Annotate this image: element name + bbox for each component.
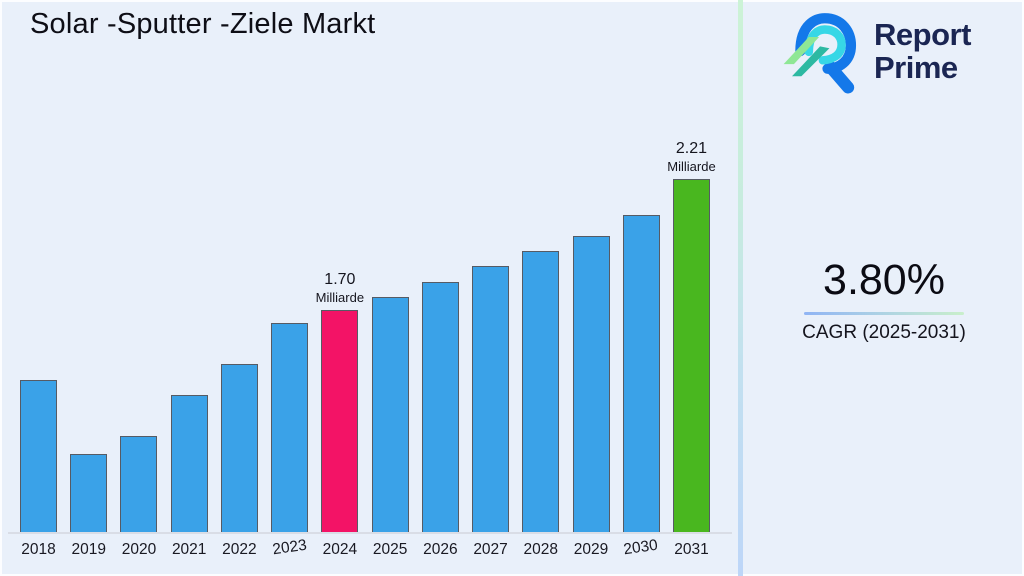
x-tick-label-2018: 2018 <box>21 541 56 558</box>
x-tick-label-2024: 2024 <box>322 541 358 558</box>
bar-2023 <box>271 323 309 534</box>
cagr-label: CAGR (2025-2031) <box>802 322 966 343</box>
x-tick-label-2022: 2022 <box>222 541 257 558</box>
bar-2021 <box>170 395 208 534</box>
report-prime-logo: Report Prime <box>778 8 971 94</box>
chart-title: Solar -Sputter -Ziele Markt <box>30 8 376 40</box>
cagr-value: 3.80% <box>823 256 945 304</box>
bar-2022 <box>220 364 258 534</box>
bar-2020 <box>120 436 158 534</box>
x-tick-label-2026: 2026 <box>423 541 458 558</box>
logo-text-report: Report <box>874 17 971 52</box>
bar-2029 <box>572 236 610 534</box>
annotation-unit: Milliarde <box>667 159 716 174</box>
panel-divider <box>738 0 743 576</box>
cagr-underline <box>804 312 964 315</box>
x-tick-label-2027: 2027 <box>473 541 508 558</box>
annotation-value: 1.70 <box>324 271 356 288</box>
x-tick-label-2031: 2031 <box>674 541 709 558</box>
bar-2030 <box>622 215 660 534</box>
bar-2019 <box>70 454 108 534</box>
x-tick-label-2025: 2025 <box>372 541 408 558</box>
bar-2018 <box>20 380 57 534</box>
x-tick-label-2020: 2020 <box>121 541 157 558</box>
cagr-panel: 3.80% CAGR (2025-2031) <box>794 256 974 344</box>
annotation-unit: Milliarde <box>315 290 365 305</box>
x-tick-label-2028: 2028 <box>523 541 559 558</box>
bar-2024 <box>321 310 359 534</box>
bar-value-annotation-2024: 1.70 Milliarde <box>298 271 382 305</box>
logo-wordmark: Report Prime <box>874 18 971 84</box>
x-axis-line <box>8 532 732 534</box>
x-tick-label-2029: 2029 <box>573 541 609 558</box>
bar-2031 <box>672 179 710 534</box>
bar-2026 <box>421 282 459 534</box>
bar-2027 <box>472 266 510 534</box>
bar-2028 <box>522 251 560 534</box>
logo-text-prime: Prime <box>874 50 958 85</box>
bar-value-annotation-2031: 2.21 Milliarde <box>649 140 733 174</box>
report-prime-logo-icon <box>783 13 857 94</box>
x-tick-label-2019: 2019 <box>71 541 106 558</box>
bar-2025 <box>371 297 409 534</box>
x-tick-label-2021: 2021 <box>171 541 207 558</box>
annotation-value: 2.21 <box>675 140 708 157</box>
